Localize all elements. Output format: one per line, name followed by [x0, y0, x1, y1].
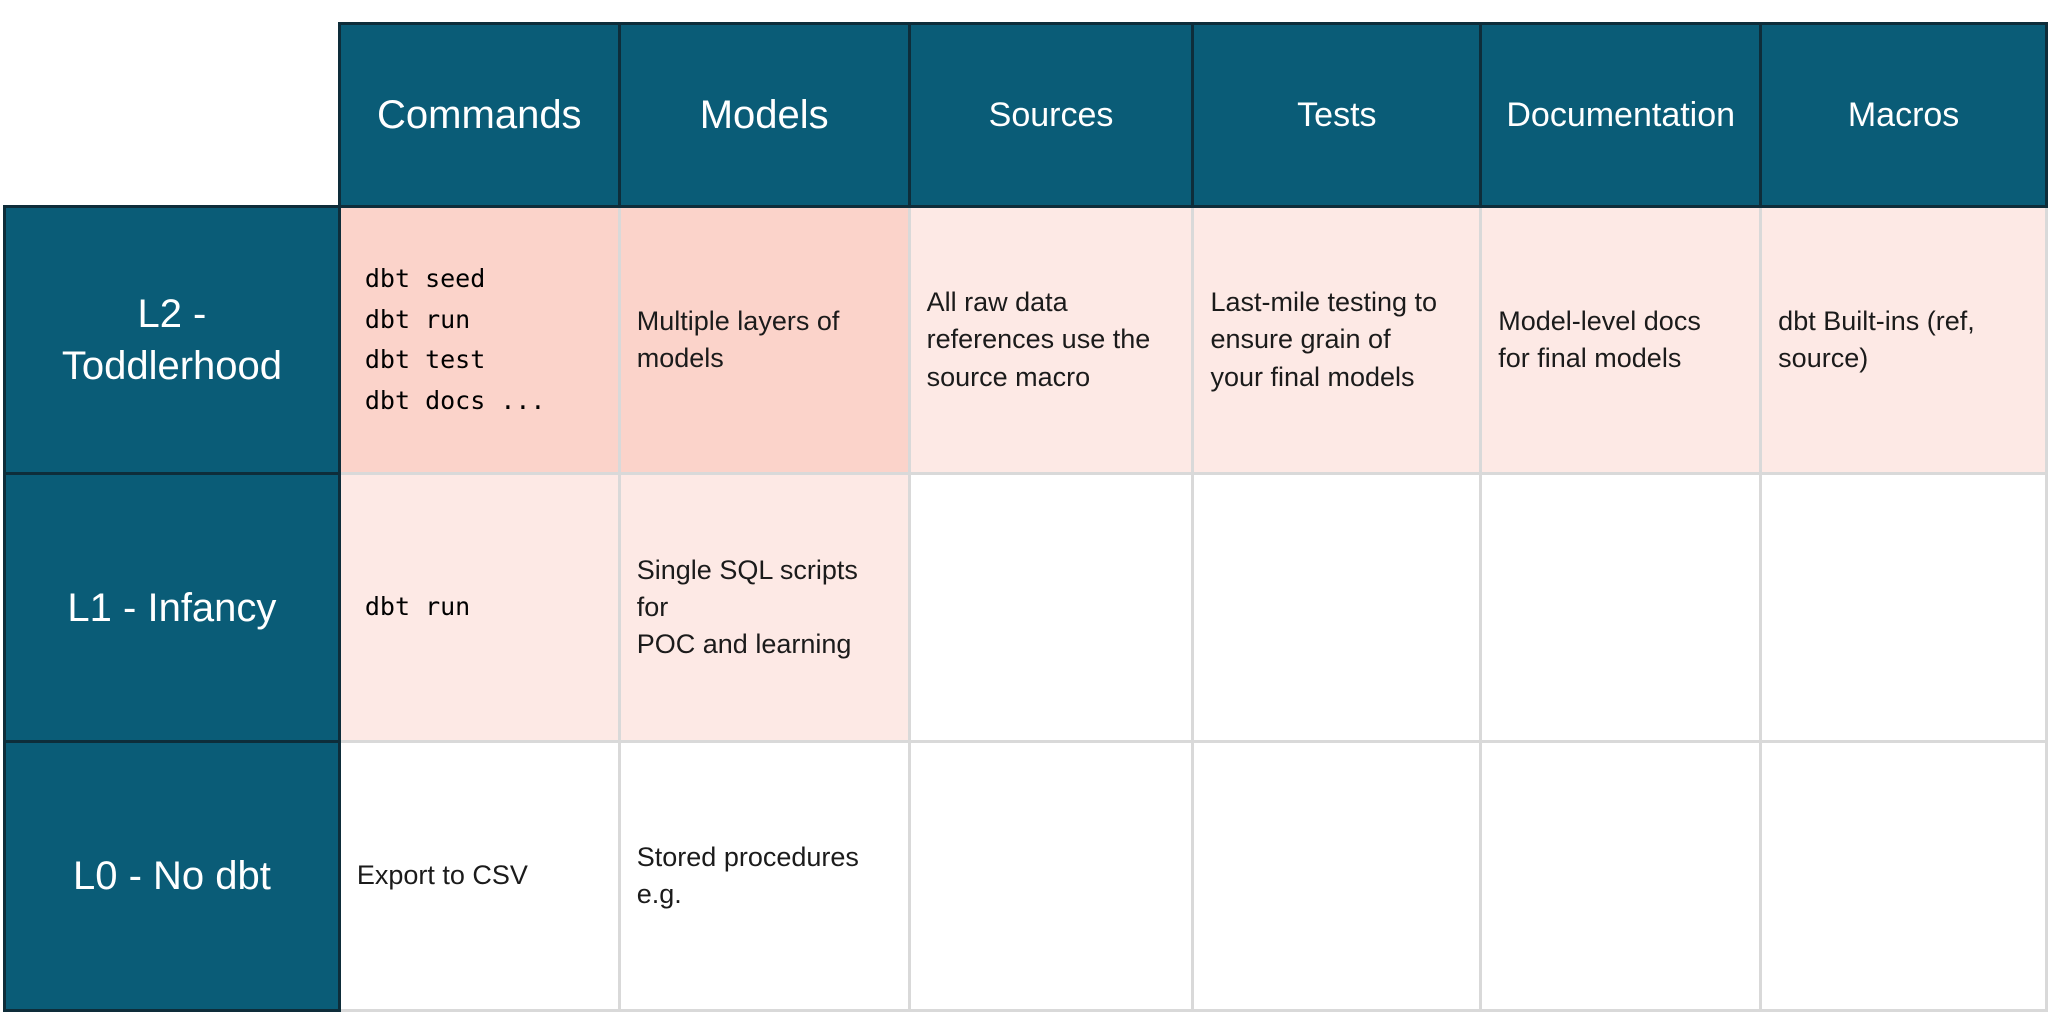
cell-l2-models: Multiple layers of models [617, 205, 911, 475]
cell-l1-models: Single SQL scripts for POC and learning [617, 472, 911, 743]
cell-l0-commands: Export to CSV [337, 740, 621, 1012]
cell-l0-documentation [1479, 740, 1763, 1012]
row-l2-toddlerhood: L2 - Toddlerhood dbt seed dbt run dbt te… [3, 205, 2048, 475]
cell-l2-sources: All raw data references use the source m… [907, 205, 1195, 475]
cell-l2-commands: dbt seed dbt run dbt test dbt docs ... [337, 205, 621, 475]
cell-l0-models: Stored procedures e.g. [617, 740, 911, 1012]
column-header-documentation: Documentation [1479, 22, 1763, 208]
cell-l2-macros: dbt Built-ins (ref, source) [1759, 205, 2048, 475]
corner-spacer [4, 23, 340, 207]
row-header-l0: L0 - No dbt [3, 740, 341, 1012]
row-header-l1: L1 - Infancy [3, 472, 341, 743]
maturity-matrix-table: Commands Models Sources Tests Documentat… [3, 22, 2048, 1012]
header-row: Commands Models Sources Tests Documentat… [4, 22, 2048, 208]
cell-l1-macros [1759, 472, 2048, 743]
cell-l2-tests: Last-mile testing to ensure grain of you… [1191, 205, 1483, 475]
cell-l0-sources [907, 740, 1195, 1012]
column-header-tests: Tests [1191, 22, 1483, 208]
cell-l0-macros [1759, 740, 2048, 1012]
cell-l2-documentation: Model-level docs for final models [1479, 205, 1763, 475]
column-header-models: Models [617, 22, 911, 208]
cell-l1-documentation [1479, 472, 1763, 743]
cell-l1-tests [1191, 472, 1483, 743]
column-header-commands: Commands [337, 22, 621, 208]
row-l1-infancy: L1 - Infancy dbt run Single SQL scripts … [3, 472, 2048, 743]
row-header-l2: L2 - Toddlerhood [3, 205, 341, 475]
cell-l0-tests [1191, 740, 1483, 1012]
column-header-macros: Macros [1759, 22, 2048, 208]
row-l0-no-dbt: L0 - No dbt Export to CSV Stored procedu… [3, 740, 2048, 1012]
cell-l1-sources [907, 472, 1195, 743]
column-header-sources: Sources [907, 22, 1195, 208]
cell-l1-commands: dbt run [337, 472, 621, 743]
